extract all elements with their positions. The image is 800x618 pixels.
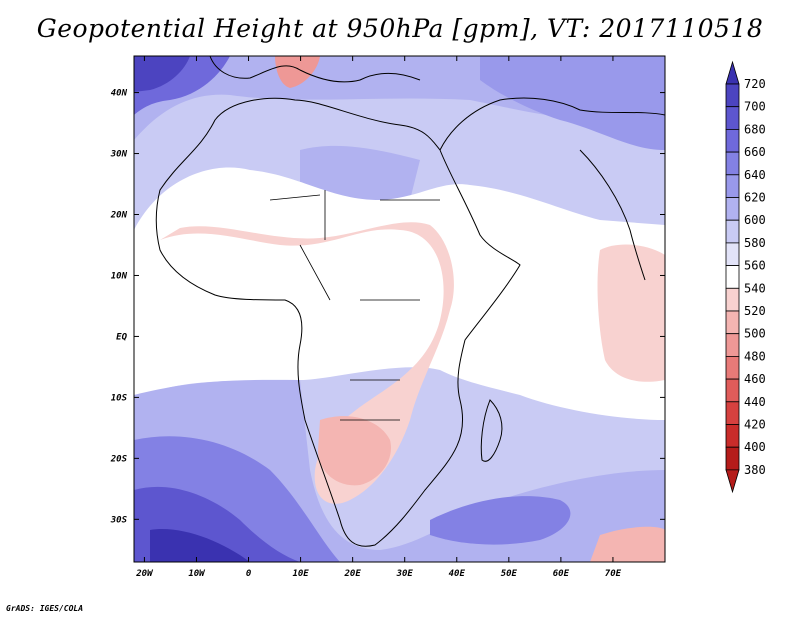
field-band-540 [134,167,665,420]
colorbar-segment [725,310,740,335]
colorbar-label: 600 [744,213,766,227]
lat-tick-label: 30N [110,150,128,160]
colorbar-segment [725,83,740,108]
map-frame [133,55,666,563]
europe-coast [209,56,421,83]
colorbar-label: 680 [744,122,766,136]
colorbar: 720 700 680 660 640 620 600 580 560 540 520 500 480 4… [725,60,766,494]
colorbar-segment [725,287,740,312]
lon-tick-label: 0 [246,569,252,579]
colorbar-label: 580 [744,236,766,250]
colorbar-label: 660 [744,145,766,159]
lon-tick-label: 60E [553,569,570,579]
country-borders [269,190,440,421]
colorbar-segment [725,174,740,198]
colorbar-label: 460 [744,372,766,386]
latitude-ticks: 40N 30N 20N 10N EQ 10S 20S 30S [110,89,665,525]
colorbar-label: 540 [744,281,766,295]
lat-tick-label: 30S [110,515,128,525]
colorbar-label: 400 [744,440,766,454]
colorbar-label: 380 [744,463,766,477]
colorbar-segment [725,401,740,425]
lon-tick-label: 40E [449,569,466,579]
lon-tick-label: 10E [292,569,309,579]
footer-credit: GrADS: IGES/COLA [6,604,84,613]
lat-tick-label: 10S [111,393,128,403]
lon-tick-label: 20E [344,569,362,579]
field-band-500-south [318,416,391,486]
colorbar-label: 560 [744,259,766,273]
lon-tick-label: 10W [188,569,206,579]
lat-tick-label: 40N [111,89,128,99]
field-band-620-ne [480,56,665,150]
colorbar-label: 440 [744,395,766,409]
field-band-640-southeast [430,496,571,545]
colorbar-label: 620 [744,191,766,205]
colorbar-segment [725,333,740,357]
colorbar-segment [725,242,740,266]
colorbar-segment [725,446,740,471]
colorbar-segment [725,355,740,380]
field-band-480-italy [275,56,320,88]
lat-tick-label: EQ [116,332,127,342]
map-title: Geopotential Height at 950hPa [gpm], VT:… [36,14,764,43]
colorbar-segment [725,219,740,244]
colorbar-label: 420 [744,418,766,432]
lon-tick-label: 70E [605,569,622,579]
field-band-700-nw [134,56,190,92]
lon-tick-label: 20W [135,569,154,579]
colorbar-label: 480 [744,349,766,363]
height-field [134,56,665,562]
middle-east-coast [439,97,665,151]
colorbar-label: 640 [744,168,766,182]
colorbar-label: 720 [744,77,766,91]
africa-coast [155,97,521,547]
colorbar-label: 520 [744,304,766,318]
madagascar-coast [480,399,503,462]
colorbar-bottom-arrow [725,469,740,494]
lat-tick-label: 20N [110,211,128,221]
colorbar-label: 700 [744,100,766,114]
colorbar-segment [725,128,740,153]
colorbar-label: 500 [744,327,766,341]
field-band-600-libya [300,145,420,202]
field-band-720-south [150,529,250,562]
colorbar-segment [725,197,740,221]
colorbar-segment [725,265,740,289]
colorbar-segment [725,424,740,448]
colorbar-segment [725,151,740,176]
field-band-500-southeast [590,526,665,562]
colorbar-segment [725,106,740,130]
india-coast [579,149,646,281]
lon-tick-label: 50E [501,569,518,579]
field-band-520-indian [597,244,665,382]
lat-tick-label: 10N [111,271,128,281]
lon-tick-label: 30E [396,569,414,579]
coastline [155,56,665,547]
lat-tick-label: 20S [110,454,128,464]
colorbar-top-arrow [725,60,740,85]
longitude-ticks: 20W 10W 0 10E 20E 30E 40E 50E 60E 70E [135,56,622,579]
colorbar-segment [725,378,740,403]
